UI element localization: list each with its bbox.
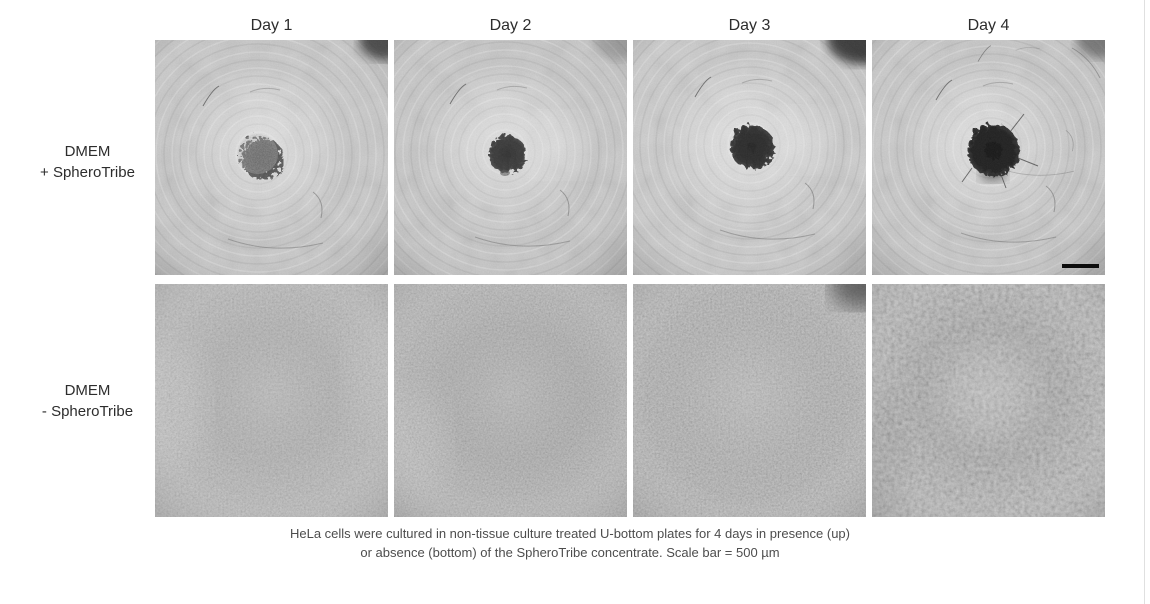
micrograph-spherotribe-day2 xyxy=(394,40,627,275)
content-area-right-border xyxy=(1144,0,1145,604)
column-header-day1: Day 1 xyxy=(250,17,293,34)
caption-line1: HeLa cells were cultured in non-tissue c… xyxy=(289,526,850,541)
row-label-line2: + SpheroTribe xyxy=(40,163,135,181)
micrograph-spherotribe-day3 xyxy=(633,40,866,275)
micrograph-control-day2 xyxy=(394,284,627,517)
micrograph-grid: Day 1 Day 2 Day 3 Day 4 DMEM + SpheroTri… xyxy=(0,0,1105,517)
row-label-line2: - SpheroTribe xyxy=(41,402,134,420)
row-label-dmem-minus-spherotribe: DMEM - SpheroTribe xyxy=(0,284,149,517)
column-header-day2: Day 2 xyxy=(489,17,532,34)
grid-corner-spacer xyxy=(0,0,149,31)
micrograph-control-day3 xyxy=(633,284,866,517)
row-label-line1: DMEM xyxy=(64,381,111,399)
row-label-line1: DMEM xyxy=(64,142,111,160)
caption-line2: or absence (bottom) of the SpheroTribe c… xyxy=(360,545,780,560)
micrograph-spherotribe-day1 xyxy=(155,40,388,275)
figure-caption: HeLa cells were cultured in non-tissue c… xyxy=(0,524,1140,562)
micrograph-control-day1 xyxy=(155,284,388,517)
scale-bar xyxy=(1062,264,1099,268)
micrograph-control-day4 xyxy=(872,284,1105,517)
column-header-day3: Day 3 xyxy=(728,17,771,34)
micrograph-spherotribe-day4 xyxy=(872,40,1105,275)
row-label-dmem-plus-spherotribe: DMEM + SpheroTribe xyxy=(0,40,149,275)
column-header-day4: Day 4 xyxy=(967,17,1010,34)
